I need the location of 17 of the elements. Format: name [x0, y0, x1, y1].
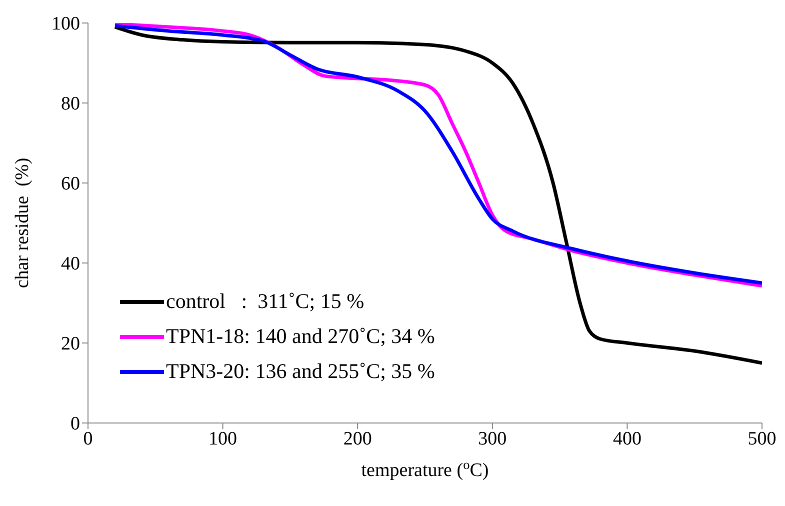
x-tick-label: 200 — [343, 428, 372, 450]
x-tick-label: 500 — [748, 428, 776, 450]
y-tick-label: 20 — [61, 334, 80, 355]
x-tick-label: 400 — [612, 428, 642, 450]
legend-label: TPN1-18: 140 and 270˚C; 34 % — [166, 323, 435, 350]
y-tick-label: 60 — [61, 174, 80, 195]
x-axis-title: temperature ($^{o}$C) — [361, 456, 489, 481]
legend-label: control : 311˚C; 15 % — [166, 288, 364, 315]
y-tick-label: 80 — [61, 94, 80, 115]
x-tick-label: 300 — [478, 428, 507, 450]
x-tick-label: 0 — [83, 428, 93, 450]
y-tick-label: 100 — [52, 14, 80, 35]
x-tick-label: 100 — [208, 428, 238, 450]
legend-label: TPN3-20: 136 and 255˚C; 35 % — [166, 358, 435, 385]
y-tick-label: 0 — [70, 414, 80, 435]
y-tick-label: 40 — [61, 254, 80, 275]
y-axis-title: char residue (%) — [12, 158, 33, 288]
